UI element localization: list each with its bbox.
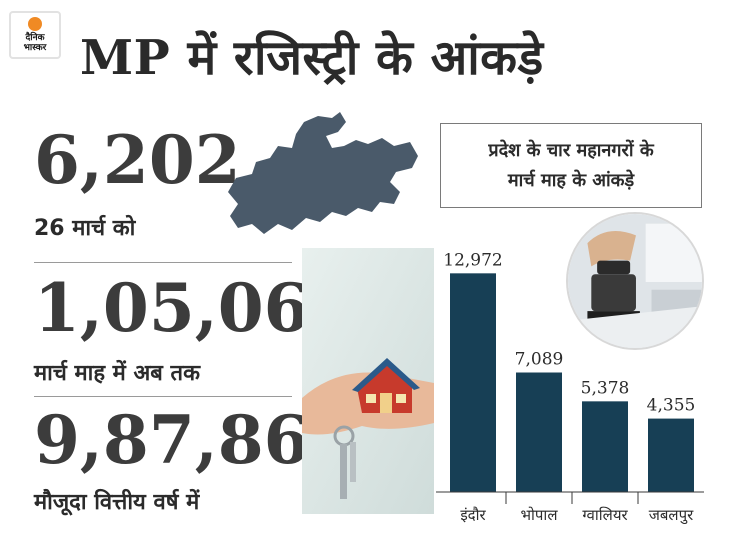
stat-label-fiscal-year: मौजूदा वित्तीय वर्ष में	[34, 490, 200, 515]
chart-title-line1: प्रदेश के चार महानगरों के	[488, 139, 654, 161]
stat-label-march-total: मार्च माह में अब तक	[34, 361, 200, 386]
brand-name: दैनिक भास्कर	[23, 33, 47, 53]
stat-value-26-march: 6,202	[34, 121, 241, 199]
sun-icon	[28, 17, 42, 31]
x-tick-label: ग्वालियर	[582, 506, 628, 524]
bar-chart: 12,972 7,089 5,378 4,355 इंदौर भोपाल ग्वालियर…	[436, 250, 704, 525]
bar-1	[516, 372, 562, 492]
x-tick-label: इंदौर	[460, 506, 486, 524]
divider	[34, 396, 292, 397]
stat-value-march-total: 1,05,068	[34, 269, 356, 347]
x-tick-label: भोपाल	[520, 506, 558, 524]
house-keys-photo	[302, 248, 434, 514]
chart-title-box: प्रदेश के चार महानगरों के मार्च माह के आ…	[440, 123, 702, 208]
bar-value-label: 4,355	[647, 396, 696, 416]
bar-value-label: 5,378	[581, 378, 630, 398]
bar-value-label: 7,089	[515, 349, 564, 369]
bar-3	[648, 418, 694, 492]
stat-value-fiscal-year: 9,87,866	[34, 401, 356, 479]
brand-logo: दैनिक भास्कर	[9, 11, 61, 59]
stat-label-26-march: 26 मार्च को	[34, 216, 136, 241]
stamp-photo	[566, 212, 704, 350]
divider	[34, 262, 292, 263]
bar-value-label: 12,972	[443, 250, 502, 270]
mp-map-icon	[228, 112, 418, 234]
bar-2	[582, 401, 628, 492]
chart-title-line2: मार्च माह के आंकड़े	[507, 169, 635, 191]
page-title: MP में रजिस्ट्री के आंकड़े	[80, 30, 544, 86]
bar-0	[450, 273, 496, 492]
x-tick-label: जबलपुर	[649, 506, 694, 525]
